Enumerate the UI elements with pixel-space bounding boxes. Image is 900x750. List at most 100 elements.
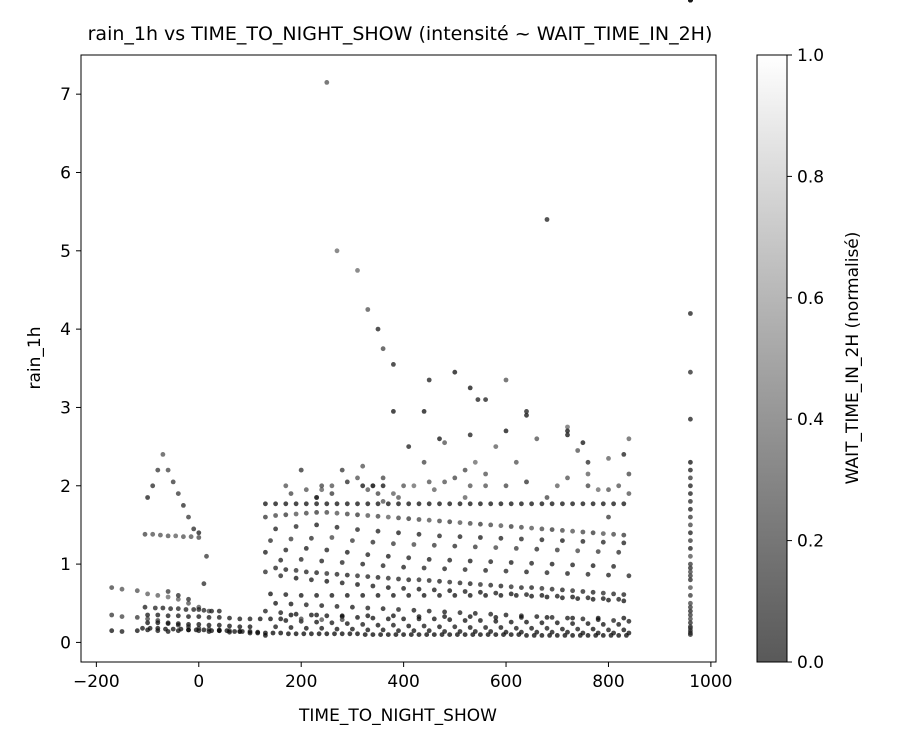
scatter-point: [462, 495, 468, 500]
scatter-point: [329, 491, 335, 496]
scatter-point: [380, 475, 386, 481]
scatter-point: [150, 483, 156, 489]
scatter-point: [175, 491, 181, 496]
scatter-point: [626, 471, 632, 477]
scatter-point: [380, 483, 386, 489]
scatter-point: [347, 631, 353, 637]
scatter-point: [431, 616, 437, 622]
scatter-point: [457, 610, 463, 616]
scatter-point: [595, 549, 601, 554]
scatter-point: [324, 571, 330, 576]
scatter-point: [529, 593, 534, 599]
scatter-point: [216, 615, 222, 620]
scatter-point: [688, 616, 693, 622]
scatter-point: [309, 612, 314, 618]
scatter-point: [452, 624, 458, 630]
scatter-point: [196, 614, 202, 619]
scatter-point: [590, 563, 596, 569]
scatter-point: [539, 501, 545, 507]
scatter-point: [365, 605, 371, 611]
scatter-point: [365, 552, 371, 558]
scatter-point: [216, 628, 222, 634]
y-tick-label: 2: [60, 477, 71, 497]
colorbar-label: WAIT_TIME_IN_2H (normalisé): [843, 232, 863, 485]
scatter-point: [439, 632, 445, 637]
scatter-point: [570, 562, 575, 568]
scatter-point: [616, 549, 622, 555]
scatter-point: [534, 546, 540, 552]
scatter-point: [396, 495, 401, 500]
scatter-point: [524, 619, 529, 625]
scatter-point: [421, 623, 427, 629]
scatter-point: [237, 616, 243, 622]
colorbar-border: [756, 54, 788, 663]
scatter-point: [283, 512, 289, 518]
scatter-point: [519, 524, 524, 530]
scatter-point: [424, 632, 430, 637]
scatter-point: [488, 522, 494, 528]
scatter-point: [580, 501, 586, 507]
scatter-point: [575, 626, 581, 632]
scatter-point: [539, 593, 545, 598]
scatter-point: [393, 632, 399, 637]
scatter-point: [150, 531, 156, 537]
scatter-point: [344, 572, 350, 578]
scatter-point: [565, 424, 570, 430]
scatter-point: [534, 629, 540, 635]
scatter-point: [455, 632, 460, 637]
scatter-point: [554, 633, 560, 638]
scatter-point: [365, 627, 371, 633]
scatter-point: [204, 553, 209, 559]
scatter-point: [380, 563, 386, 569]
x-tick-label: 1000: [689, 672, 732, 692]
scatter-point: [472, 459, 478, 465]
scatter-point: [380, 627, 386, 633]
scatter-point: [447, 519, 453, 525]
scatter-point: [626, 618, 632, 624]
x-tick-label: 0: [193, 672, 204, 692]
scatter-point: [447, 557, 453, 563]
scatter-point: [303, 510, 309, 516]
scatter-point: [478, 582, 483, 587]
y-tick-label: 7: [60, 85, 71, 105]
scatter-point: [283, 483, 289, 489]
scatter-point: [303, 602, 309, 608]
scatter-point: [539, 526, 545, 532]
scatter-point: [688, 608, 693, 614]
scatter-point: [247, 616, 253, 622]
scatter-point: [493, 632, 499, 637]
scatter-point: [442, 609, 447, 615]
scatter-point: [426, 377, 432, 383]
scatter-point: [580, 529, 586, 535]
scatter-point: [606, 487, 611, 493]
scatter-point: [401, 564, 406, 570]
scatter-point: [519, 536, 524, 542]
scatter-point: [467, 614, 473, 619]
scatter-point: [606, 597, 611, 603]
scatter-point: [396, 628, 401, 634]
scatter-point: [385, 632, 391, 637]
scatter-point: [375, 491, 381, 496]
scatter-point: [196, 607, 202, 612]
scatter-point: [268, 538, 273, 543]
scatter-point: [201, 581, 207, 587]
scatter-point: [577, 633, 583, 638]
scatter-point: [263, 569, 268, 575]
scatter-point: [401, 616, 406, 622]
scatter-point: [467, 581, 473, 587]
scatter-point: [334, 626, 340, 632]
scatter-point: [452, 475, 458, 481]
scatter-point: [421, 565, 427, 571]
scatter-point: [147, 625, 153, 631]
scatter-point: [329, 535, 335, 540]
scatter-point: [688, 553, 693, 559]
scatter-point: [160, 452, 166, 457]
scatter-point: [565, 571, 570, 576]
scatter-point: [437, 436, 442, 442]
y-tick-label: 5: [60, 242, 71, 262]
scatter-point: [365, 501, 371, 507]
scatter-point: [360, 463, 366, 469]
scatter-point: [519, 615, 524, 620]
scatter-point: [186, 622, 191, 627]
scatter-point: [565, 428, 570, 434]
